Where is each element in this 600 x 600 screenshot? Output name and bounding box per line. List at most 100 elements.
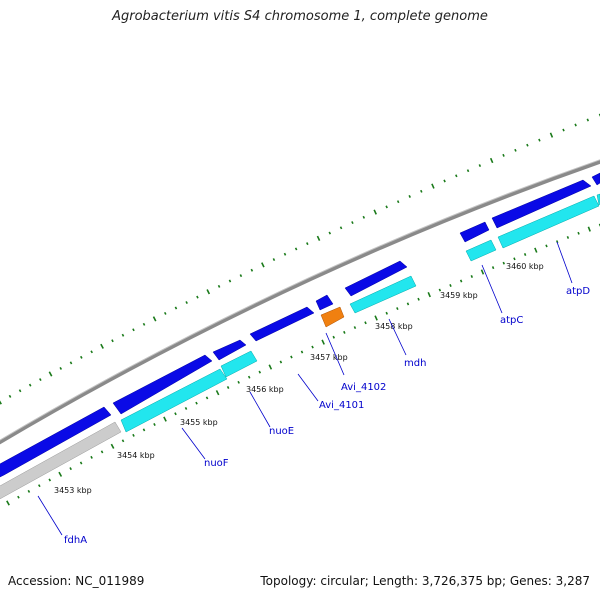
outer-ring-tick xyxy=(28,383,32,387)
scale-tick xyxy=(258,370,262,374)
outer-ring-tick xyxy=(478,164,482,168)
gene-feature[interactable] xyxy=(465,239,497,262)
rna-feature[interactable] xyxy=(320,306,345,328)
gene-label-nuoE[interactable]: nuoE xyxy=(269,426,294,437)
genome-summary-text: Topology: circular; Length: 3,726,375 bp… xyxy=(260,574,590,588)
tick-label: 3460 kbp xyxy=(506,262,544,271)
cds-feature[interactable] xyxy=(249,306,315,342)
scale-tick xyxy=(427,292,431,298)
cds-feature[interactable] xyxy=(491,179,592,229)
tick-label: 3457 kbp xyxy=(310,353,348,362)
scale-tick xyxy=(385,311,388,315)
scale-tick xyxy=(353,326,357,330)
gene-label-Avi_4102[interactable]: Avi_4102 xyxy=(341,382,386,393)
gene-label-atpD[interactable]: atpD xyxy=(566,286,590,297)
outer-ring-tick xyxy=(111,339,114,343)
outer-ring-tick xyxy=(396,200,400,204)
scale-tick xyxy=(502,261,505,265)
scale-tick xyxy=(17,495,20,499)
scale-tick xyxy=(321,339,325,345)
gene-label-mdh[interactable]: mdh xyxy=(404,358,426,369)
scale-tick xyxy=(374,315,378,321)
outer-ring-tick xyxy=(18,389,22,393)
outer-ring-tick xyxy=(39,378,42,382)
gene-label-fdhA[interactable]: fdhA xyxy=(64,535,87,546)
scale-tick xyxy=(174,412,177,416)
gene-feature[interactable] xyxy=(497,195,600,249)
outer-ring-tick xyxy=(294,247,298,251)
scale-tick xyxy=(470,275,474,278)
cds-feature[interactable] xyxy=(0,406,112,478)
gene-feature[interactable] xyxy=(120,368,228,433)
tick-label: 3453 kbp xyxy=(54,486,92,495)
scale-tick xyxy=(577,231,580,235)
outer-ring-tick xyxy=(574,123,577,127)
outer-ring-tick xyxy=(8,394,12,398)
scale-tick xyxy=(48,478,52,482)
gene-label-nuoF[interactable]: nuoF xyxy=(204,458,229,469)
outer-ring-tick xyxy=(132,328,135,332)
outer-ring-tick xyxy=(339,226,343,230)
outer-ring-tick xyxy=(373,209,377,215)
outer-ring-tick xyxy=(69,361,73,365)
gene-feature[interactable] xyxy=(596,193,600,206)
gene-feature[interactable] xyxy=(220,350,258,378)
map-title: Agrobacterium vitis S4 chromosome 1, com… xyxy=(112,9,488,24)
tick-label: 3459 kbp xyxy=(440,291,478,300)
outer-ring-tick xyxy=(455,174,458,178)
outer-ring-tick xyxy=(250,268,254,272)
scale-tick xyxy=(311,345,314,349)
outer-ring-tick xyxy=(90,350,93,354)
tick-label: 3454 kbp xyxy=(117,451,155,460)
outer-ring-tick xyxy=(385,205,388,209)
outer-ring-tick xyxy=(443,179,446,183)
scale-tick xyxy=(132,433,135,437)
outer-ring-tick xyxy=(80,355,83,359)
scale-tick xyxy=(247,375,251,379)
cds-feature[interactable] xyxy=(459,221,490,243)
outer-ring-tick xyxy=(466,169,470,173)
scale-tick xyxy=(58,471,63,477)
cds-feature[interactable] xyxy=(344,260,408,297)
pseudogene-feature[interactable] xyxy=(0,421,122,500)
outer-ring-tick xyxy=(549,132,554,138)
outer-ring-tick xyxy=(206,289,211,295)
scale-tick xyxy=(566,236,570,239)
outer-ring-tick xyxy=(562,128,565,132)
scale-tick xyxy=(406,302,410,306)
scale-tick xyxy=(290,355,293,359)
gene-label-Avi_4101[interactable]: Avi_4101 xyxy=(319,400,364,411)
scale-tick xyxy=(480,269,485,275)
label-leaders xyxy=(37,241,573,536)
outer-ring-tick xyxy=(174,306,178,310)
outer-ring-tick xyxy=(538,138,541,142)
cds-feature[interactable] xyxy=(212,339,247,361)
outer-ring-tick xyxy=(526,143,529,147)
gene-label-atpC[interactable]: atpC xyxy=(500,315,523,326)
outer-ring-tick xyxy=(431,183,435,189)
cds-feature[interactable] xyxy=(315,294,334,311)
gene-feature[interactable] xyxy=(349,275,417,314)
chromosome-backbone xyxy=(0,159,600,445)
scale-tick xyxy=(69,467,72,471)
tick-label: 3455 kbp xyxy=(180,418,218,427)
scale-tick xyxy=(417,297,420,301)
cds-feature[interactable] xyxy=(591,172,600,186)
outer-ring-tick xyxy=(100,343,104,349)
cds-feature[interactable] xyxy=(112,354,213,415)
tick-label: 3458 kbp xyxy=(375,322,413,331)
forward-cds-track xyxy=(0,172,600,478)
outer-ring-tick xyxy=(306,242,309,246)
scale-tick xyxy=(343,330,346,334)
outer-ring-tick xyxy=(362,215,366,219)
outer-ring-tick xyxy=(121,333,125,337)
scale-tick xyxy=(534,247,538,253)
outer-ring-tick xyxy=(152,316,157,322)
accession-text: Accession: NC_011989 xyxy=(8,574,145,588)
outer-ring-tick xyxy=(228,279,232,283)
scale-tick xyxy=(396,307,399,311)
outer-ring-tick xyxy=(514,148,517,152)
outer-ring-tick xyxy=(217,284,221,288)
outer-ring-tick xyxy=(316,235,321,241)
